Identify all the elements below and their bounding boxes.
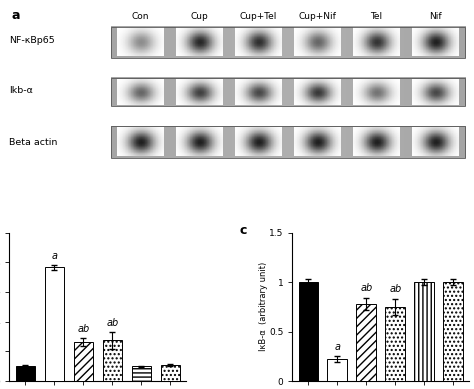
Text: a: a — [51, 251, 57, 261]
Text: Cup: Cup — [190, 12, 208, 21]
Text: ab: ab — [77, 324, 90, 334]
Bar — [45, 268, 64, 381]
Text: Tel: Tel — [370, 12, 382, 21]
Bar — [102, 340, 122, 381]
Bar — [110, 26, 465, 58]
Bar — [299, 282, 318, 381]
Bar — [110, 78, 465, 106]
Bar — [110, 126, 465, 158]
Bar — [16, 366, 35, 381]
Bar — [385, 307, 405, 381]
Bar — [131, 366, 151, 381]
Text: Nif: Nif — [429, 12, 441, 21]
Text: Cup+Nif: Cup+Nif — [298, 12, 336, 21]
Bar — [356, 304, 376, 381]
Text: a: a — [12, 9, 20, 22]
Text: ab: ab — [106, 318, 118, 328]
Text: Cup+Tel: Cup+Tel — [239, 12, 277, 21]
Text: ab: ab — [360, 284, 373, 293]
Bar — [444, 282, 463, 381]
Bar — [414, 282, 434, 381]
Text: ab: ab — [389, 284, 401, 294]
Bar — [328, 359, 347, 381]
Text: Beta actin: Beta actin — [9, 138, 58, 147]
Text: Ikb-α: Ikb-α — [9, 86, 33, 95]
Y-axis label: IκB-α  (arbitrary unit): IκB-α (arbitrary unit) — [259, 262, 268, 352]
Text: a: a — [334, 342, 340, 352]
Text: NF-κBp65: NF-κBp65 — [9, 36, 55, 45]
Text: c: c — [239, 224, 247, 237]
Bar — [161, 365, 180, 381]
Bar — [73, 342, 93, 381]
Text: Con: Con — [131, 12, 149, 21]
